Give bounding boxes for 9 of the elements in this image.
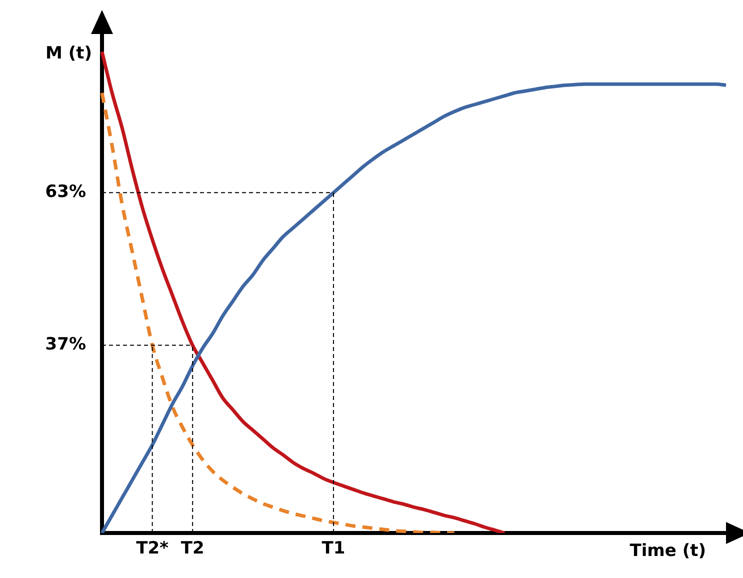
x-tick-label: T2* bbox=[136, 538, 169, 559]
x-tick-label: T1 bbox=[322, 538, 346, 559]
x-tick-label: T2 bbox=[180, 538, 204, 559]
x-axis-title: Time (t) bbox=[630, 540, 706, 561]
y-tick-label: 63% bbox=[45, 182, 86, 202]
line-series bbox=[100, 50, 506, 533]
line-series bbox=[100, 91, 456, 533]
y-axis-title: M (t) bbox=[45, 44, 92, 64]
y-tick-label: 37% bbox=[45, 334, 86, 355]
